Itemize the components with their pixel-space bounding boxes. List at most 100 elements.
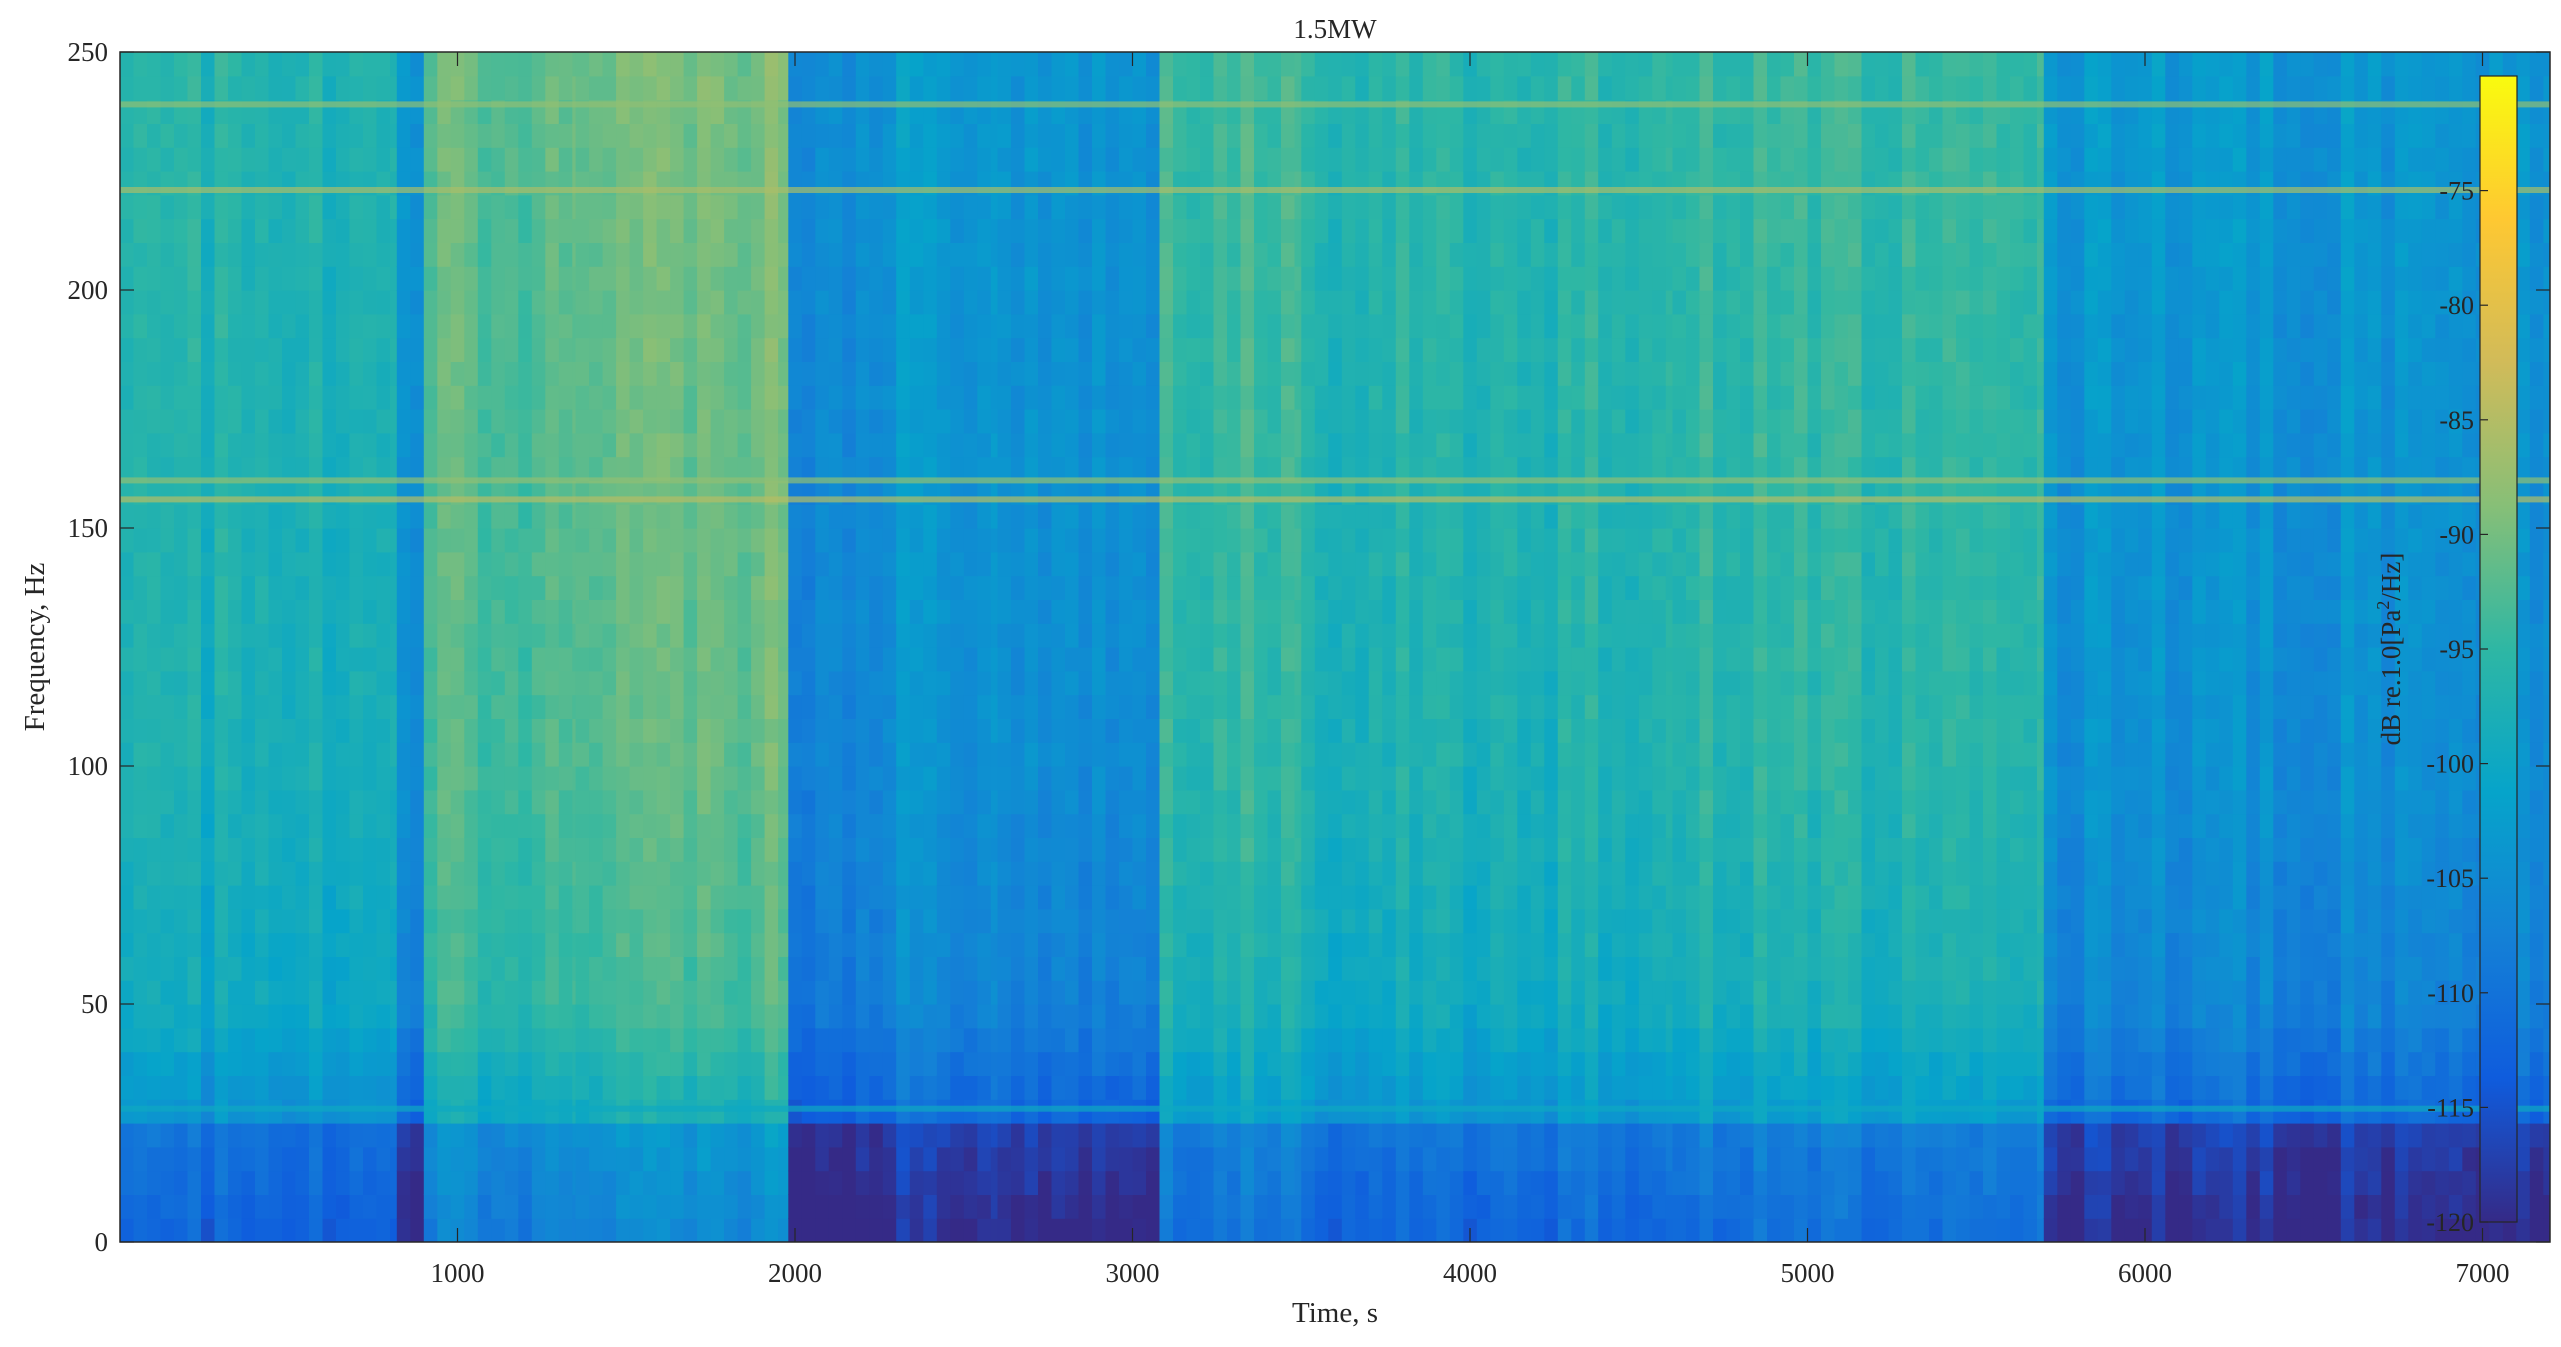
heatmap-cell — [842, 837, 857, 862]
heatmap-cell — [1200, 1004, 1215, 1029]
heatmap-cell — [909, 789, 924, 815]
heatmap-cell — [322, 313, 337, 339]
heatmap-cell — [201, 432, 216, 458]
heatmap-cell — [572, 99, 577, 124]
heatmap-cell — [1301, 1004, 1316, 1029]
heatmap-cell — [322, 1218, 337, 1242]
heatmap-cell — [936, 1123, 951, 1148]
heatmap-cell — [120, 528, 135, 553]
heatmap-cell — [1186, 290, 1201, 315]
heatmap-cell — [1281, 147, 1296, 172]
heatmap-cell — [963, 123, 978, 148]
heatmap-cell — [295, 694, 310, 719]
heatmap-cell — [491, 123, 506, 148]
heatmap-cell — [214, 766, 229, 791]
heatmap-cell — [545, 718, 560, 743]
heatmap-cell — [322, 932, 337, 957]
heatmap-cell — [450, 932, 465, 957]
heatmap-cell — [214, 551, 229, 577]
heatmap-cell — [842, 1051, 857, 1076]
heatmap-cell — [1200, 528, 1215, 553]
heatmap-cell — [1314, 218, 1329, 243]
heatmap-cell — [909, 290, 924, 315]
heatmap-cell — [174, 813, 189, 838]
heatmap-cell — [437, 908, 452, 934]
heatmap-cell — [268, 337, 283, 362]
heatmap-cell — [1227, 432, 1242, 458]
heatmap-cell — [268, 385, 283, 410]
heatmap-cell — [147, 1051, 162, 1076]
heatmap-cell — [1105, 313, 1120, 339]
heatmap-cell — [575, 742, 590, 767]
heatmap-cell — [1146, 908, 1161, 934]
heatmap-cell — [724, 813, 739, 838]
heatmap-cell — [1409, 290, 1424, 315]
heatmap-cell — [241, 242, 256, 267]
heatmap-cell — [1011, 956, 1026, 981]
heatmap-cell — [1409, 766, 1424, 791]
heatmap-cell — [778, 123, 789, 148]
heatmap-cell — [909, 980, 924, 1005]
heatmap-cell — [997, 147, 1012, 172]
heatmap-cell — [423, 1218, 438, 1242]
heatmap-cell — [268, 1146, 283, 1172]
heatmap-cell — [147, 147, 162, 172]
heatmap-cell — [643, 1218, 658, 1242]
heatmap-cell — [174, 623, 189, 648]
heatmap-cell — [1422, 123, 1437, 148]
heatmap-cell — [464, 385, 479, 410]
heatmap-cell — [670, 551, 685, 577]
heatmap-cell — [643, 980, 658, 1005]
heatmap-cell — [1173, 932, 1188, 957]
heatmap-cell — [1092, 694, 1107, 719]
heatmap-cell — [629, 1146, 644, 1172]
heatmap-cell — [1105, 742, 1120, 767]
heatmap-cell — [1355, 266, 1370, 291]
heatmap-cell — [309, 147, 324, 172]
heatmap-cell — [1395, 885, 1410, 910]
heatmap-cell — [464, 908, 479, 934]
heatmap-cell — [1281, 456, 1296, 481]
heatmap-cell — [187, 742, 202, 767]
heatmap-cell — [1267, 361, 1282, 386]
heatmap-cell — [1267, 218, 1282, 243]
heatmap-cell — [828, 290, 843, 315]
heatmap-cell — [909, 718, 924, 743]
heatmap-cell — [801, 766, 816, 791]
heatmap-cell — [1146, 694, 1161, 719]
heatmap-cell — [923, 623, 938, 648]
heatmap-cell — [643, 504, 658, 529]
heatmap-cell — [1213, 528, 1228, 553]
heatmap-cell — [336, 456, 351, 481]
heatmap-cell — [869, 75, 884, 101]
heatmap-cell — [282, 456, 297, 481]
heatmap-cell — [629, 504, 644, 529]
heatmap-cell — [869, 290, 884, 315]
heatmap-cell — [1146, 528, 1161, 553]
heatmap-cell — [1024, 1146, 1039, 1172]
heatmap-cell — [1078, 718, 1093, 743]
heatmap-cell — [241, 409, 256, 434]
heatmap-cell — [531, 147, 546, 172]
heatmap-cell — [616, 885, 631, 910]
heatmap-cell — [174, 551, 189, 577]
heatmap-cell — [936, 885, 951, 910]
heatmap-cell — [997, 194, 1012, 220]
heatmap-cell — [697, 361, 712, 386]
heatmap-cell — [909, 1123, 924, 1148]
heatmap-cell — [1301, 1146, 1316, 1172]
heatmap-cell — [491, 528, 506, 553]
heatmap-cell — [764, 1027, 779, 1053]
heatmap-cell — [201, 599, 216, 624]
heatmap-cell — [410, 766, 425, 791]
heatmap-cell — [396, 599, 411, 624]
heatmap-cell — [936, 456, 951, 481]
heatmap-cell — [477, 742, 492, 767]
heatmap-cell — [1267, 718, 1282, 743]
heatmap-cell — [423, 885, 438, 910]
heatmap-cell — [133, 551, 148, 577]
heatmap-cell — [1024, 670, 1039, 696]
heatmap-cell — [450, 670, 465, 696]
heatmap-cell — [477, 194, 492, 220]
heatmap-cell — [1132, 456, 1147, 481]
